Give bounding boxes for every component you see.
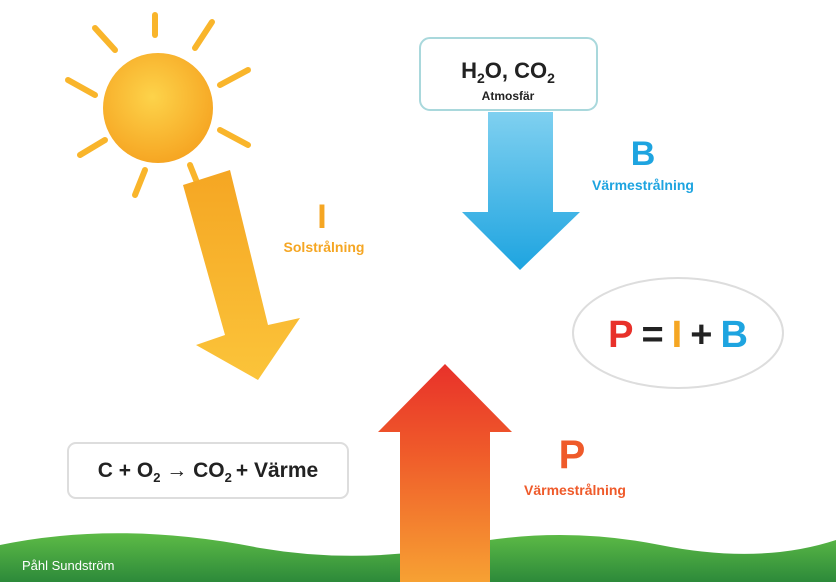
back-radiation-label: Värmestrålning xyxy=(592,177,694,193)
equation-part: = xyxy=(641,314,663,356)
reaction: C + O2 → CO2+ Värme xyxy=(98,459,318,485)
reaction-part: + Värme xyxy=(236,459,318,482)
reaction-part: → CO xyxy=(160,459,224,482)
formula-part: H xyxy=(461,58,477,83)
emitted-symbol: P xyxy=(559,433,586,477)
equation-part: I xyxy=(672,314,683,356)
back-radiation-arrow xyxy=(462,112,580,270)
solar-label: Solstrålning xyxy=(284,239,365,255)
back-radiation-symbol: B xyxy=(631,135,656,173)
formula-sub: 2 xyxy=(477,70,485,86)
diagram: H2O, CO2 Atmosfär I Solstrålning B Värme… xyxy=(0,0,836,582)
reaction-part: C + O xyxy=(98,459,153,482)
equation-part: P xyxy=(608,314,633,356)
formula-sub: 2 xyxy=(547,70,555,86)
credit: Påhl Sundström xyxy=(22,558,115,573)
formula-part: O, CO xyxy=(485,58,547,83)
solar-symbol: I xyxy=(317,198,326,236)
reaction-sub: 2 xyxy=(153,470,160,485)
solar-arrow xyxy=(183,170,300,380)
reaction-sub: 2 xyxy=(225,470,232,485)
emitted-label: Värmestrålning xyxy=(524,482,626,498)
equation: P=I+B xyxy=(608,314,748,356)
sun-disc xyxy=(103,53,213,163)
equation-part: B xyxy=(720,314,747,356)
atmosphere-formula: H2O, CO2 xyxy=(461,58,555,86)
atmosphere-label: Atmosfär xyxy=(482,89,535,103)
equation-part: + xyxy=(690,314,712,356)
